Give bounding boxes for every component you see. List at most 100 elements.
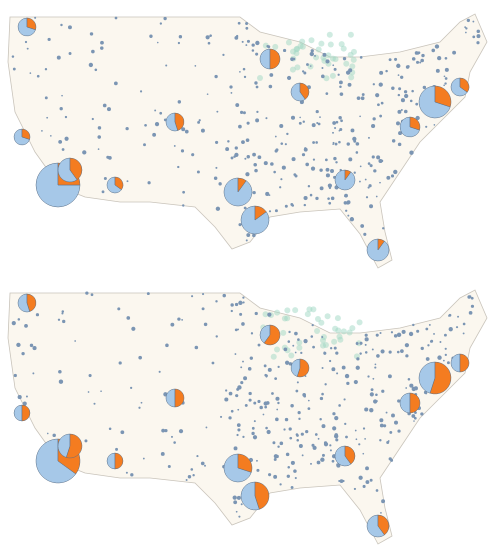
town (235, 103, 240, 107)
town (284, 143, 287, 146)
town (397, 399, 401, 403)
town (416, 329, 420, 333)
town (143, 143, 146, 147)
town (444, 353, 447, 357)
town (234, 36, 239, 40)
town (383, 424, 387, 428)
pie-blue (259, 324, 271, 344)
town (274, 135, 277, 138)
town (230, 92, 233, 94)
town (284, 204, 288, 208)
town (341, 365, 346, 370)
town (404, 343, 410, 348)
region-shade (272, 43, 279, 50)
town (281, 165, 286, 170)
town (388, 58, 392, 62)
town (287, 466, 291, 469)
town (251, 431, 255, 436)
town (377, 103, 380, 107)
town (242, 111, 246, 115)
town (390, 331, 394, 334)
town (44, 96, 48, 100)
region-shade (323, 75, 330, 82)
region-shade (331, 338, 338, 345)
town (379, 418, 384, 423)
town (159, 111, 163, 115)
pie-blue (450, 77, 468, 97)
town (215, 166, 218, 169)
town (229, 85, 233, 89)
town (265, 191, 270, 196)
town (358, 475, 363, 480)
region-shade (325, 52, 332, 59)
pie-blue (57, 433, 71, 458)
town (389, 430, 393, 434)
town (100, 46, 104, 50)
town (396, 350, 400, 354)
pie-blue (418, 361, 436, 394)
town (413, 386, 418, 391)
town (342, 479, 345, 483)
town (396, 121, 400, 126)
town (446, 361, 450, 365)
town (374, 363, 377, 366)
town (247, 367, 252, 371)
town (170, 435, 173, 438)
town (25, 395, 28, 398)
town (32, 346, 37, 351)
town (234, 302, 239, 307)
town (251, 43, 255, 47)
town (312, 445, 317, 450)
town (403, 90, 408, 94)
town (24, 323, 28, 328)
town (375, 195, 378, 198)
town (58, 379, 64, 384)
pie-blue (165, 388, 176, 408)
town (340, 119, 343, 123)
town (254, 311, 258, 316)
town (284, 360, 290, 365)
town (307, 185, 311, 188)
town (13, 373, 17, 378)
town (252, 233, 256, 238)
pie-orange (263, 324, 281, 346)
town (224, 397, 229, 402)
town (267, 312, 272, 317)
town (270, 162, 274, 166)
town (255, 118, 260, 123)
town (274, 377, 278, 380)
town (371, 348, 374, 351)
town (435, 68, 440, 73)
town (380, 349, 385, 354)
pie-blue (106, 452, 116, 470)
town (430, 339, 434, 343)
town (219, 415, 223, 418)
town (196, 170, 200, 174)
town (419, 61, 422, 64)
town (400, 349, 404, 353)
town (338, 140, 341, 144)
town (327, 183, 332, 188)
town (198, 119, 201, 122)
town (415, 102, 419, 106)
town (106, 155, 110, 159)
town (303, 339, 308, 344)
town (476, 41, 480, 45)
town (311, 123, 316, 128)
region-shade (292, 307, 299, 314)
town (232, 495, 237, 500)
region-shade (288, 352, 295, 359)
town (204, 464, 206, 467)
town (225, 389, 228, 392)
pie-orange (254, 205, 267, 221)
town (173, 145, 176, 147)
region-shade (349, 63, 356, 70)
town (319, 168, 323, 172)
town (237, 408, 240, 411)
pie-orange (26, 293, 37, 312)
town (387, 374, 392, 379)
town (256, 110, 259, 114)
town (305, 429, 309, 434)
town (397, 74, 400, 76)
town (194, 345, 199, 350)
